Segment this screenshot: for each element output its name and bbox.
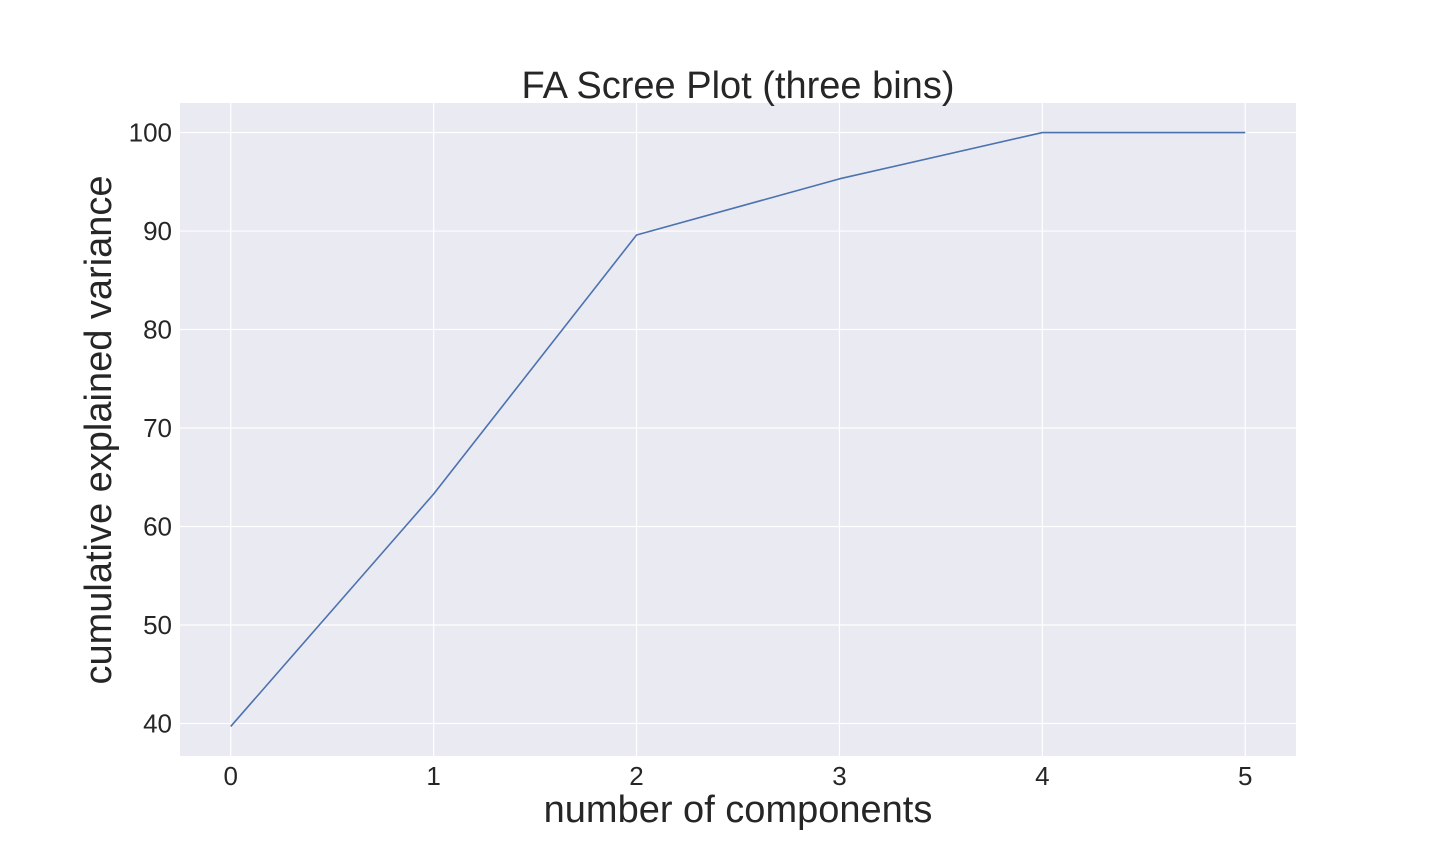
y-tick-labels: 40 50 60 70 80 90 100	[129, 118, 172, 739]
chart-title: FA Scree Plot (three bins)	[522, 65, 955, 107]
y-axis-label: cumulative explained variance	[78, 175, 120, 684]
y-tick-label: 60	[143, 512, 172, 542]
y-tick-label: 40	[143, 708, 172, 738]
y-tick-label: 100	[129, 118, 172, 148]
x-tick-labels: 0 1 2 3 4 5	[223, 761, 1252, 791]
series-layer	[230, 131, 1246, 727]
series-line	[230, 131, 1246, 727]
x-tick-label: 1	[426, 761, 440, 791]
x-tick-label: 5	[1238, 761, 1252, 791]
x-tick-label: 0	[223, 761, 237, 791]
y-tick-label: 80	[143, 315, 172, 345]
x-tick-label: 2	[629, 761, 643, 791]
x-axis-label: number of components	[544, 789, 933, 831]
y-tick-label: 50	[143, 610, 172, 640]
plot-area-background	[180, 103, 1296, 756]
x-tick-label: 3	[832, 761, 846, 791]
x-tick-label: 4	[1035, 761, 1049, 791]
y-tick-label: 70	[143, 413, 172, 443]
y-tick-label: 90	[143, 216, 172, 246]
